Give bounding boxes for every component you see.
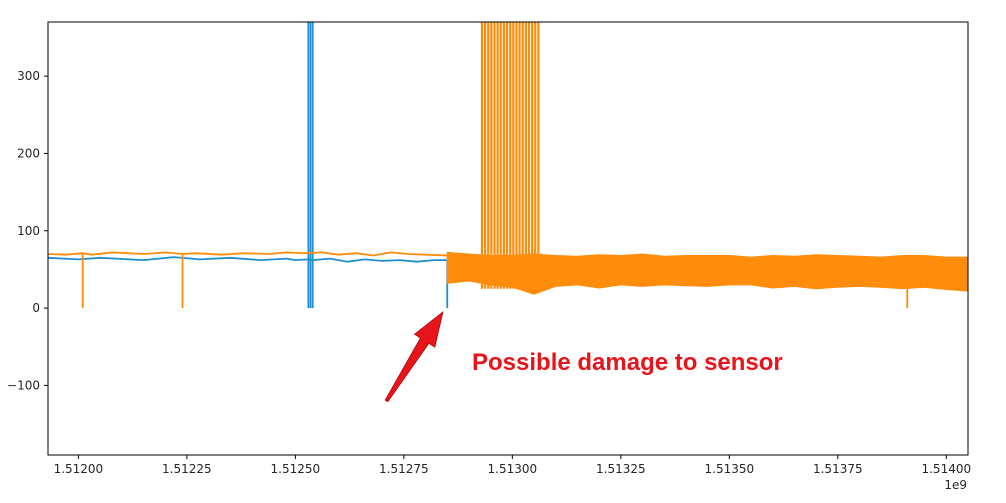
x-tick-label: 1.51400 bbox=[921, 462, 971, 476]
y-axis: −100 0 100 200 300 bbox=[7, 69, 48, 392]
x-tick-label: 1.51325 bbox=[596, 462, 646, 476]
x-offset-label: 1e9 bbox=[944, 478, 967, 492]
x-tick-label: 1.51225 bbox=[162, 462, 212, 476]
y-tick-label: 300 bbox=[17, 69, 40, 83]
x-tick-label: 1.51350 bbox=[705, 462, 755, 476]
annotation bbox=[384, 310, 444, 403]
annotation-arrow bbox=[384, 310, 444, 403]
series-orange-line bbox=[48, 251, 448, 257]
series-blue-line bbox=[48, 256, 448, 263]
x-tick-label: 1.51375 bbox=[813, 462, 863, 476]
x-tick-label: 1.51300 bbox=[488, 462, 538, 476]
x-tick-label: 1.51250 bbox=[271, 462, 321, 476]
x-tick-label: 1.51200 bbox=[54, 462, 104, 476]
y-tick-label: −100 bbox=[7, 378, 40, 392]
plot-area bbox=[48, 22, 968, 309]
y-tick-label: 0 bbox=[32, 301, 40, 315]
y-tick-label: 200 bbox=[17, 146, 40, 160]
x-tick-label: 1.51275 bbox=[379, 462, 429, 476]
series-orange-band bbox=[446, 251, 968, 295]
plot-frame bbox=[47, 21, 969, 456]
annotation-text: Possible damage to sensor bbox=[472, 349, 783, 376]
y-tick-label: 100 bbox=[17, 224, 40, 238]
x-axis: 1.51200 1.51225 1.51250 1.51275 1.51300 1.513… bbox=[54, 455, 971, 476]
